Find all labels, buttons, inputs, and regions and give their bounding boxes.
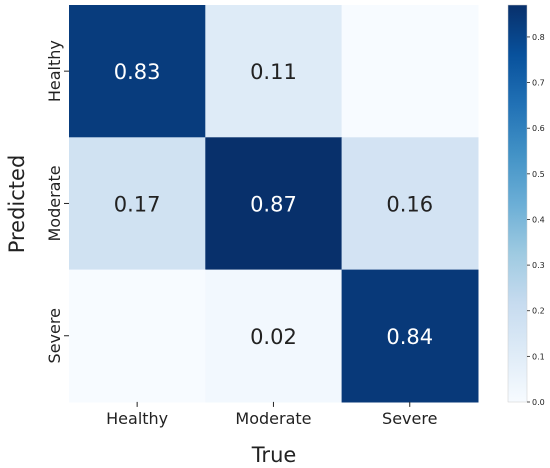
heatmap-cell-r1-c1 [205,137,343,271]
heatmap-cell-r1-c2 [341,137,479,271]
cell-value-label-r2-c1: 0.02 [250,325,297,349]
heatmap-cells [69,5,479,403]
x-tick-label-2: Severe [382,409,437,428]
cell-value-labels: 0.83 0.11 0.17 0.87 0.16 0.02 0.84 [114,60,433,349]
colorbar-tick-label-2: 0.2 [532,307,545,316]
colorbar-tick-label-8: 0.8 [532,33,545,42]
cell-value-label-r2-c2: 0.84 [386,325,433,349]
x-axis-label: True [251,443,297,467]
heatmap-cell-r1-c0 [69,137,206,271]
heatmap-cell-r2-c2 [341,269,479,403]
colorbar-tick-label-1: 0.1 [532,352,545,361]
x-tick-label-1: Moderate [235,409,311,428]
colorbar-tick-label-4: 0.4 [532,215,545,224]
y-axis-label: Predicted [5,155,29,254]
colorbar-tick-label-0: 0.0 [532,398,545,407]
colorbar-ticks: 0.0 0.1 0.2 0.3 0.4 0.5 0.6 0.7 0.8 [527,33,545,407]
heatmap-cell-r0-c1 [205,5,343,138]
y-tick-labels: Healthy Moderate Severe [45,40,69,363]
heatmap-cell-r0-c2 [341,5,479,138]
x-tick-label-0: Healthy [106,409,168,428]
x-tick-labels: Healthy Moderate Severe [106,401,437,428]
heatmap-cell-r2-c1 [205,269,343,403]
cell-value-label-r1-c2: 0.16 [386,192,433,216]
colorbar-tick-label-3: 0.3 [532,261,545,270]
cell-value-label-r1-c1: 0.87 [250,192,297,216]
cell-value-label-r1-c0: 0.17 [114,192,161,216]
colorbar [507,4,528,403]
colorbar-tick-label-5: 0.5 [532,170,545,179]
heatmap-cell-r0-c0 [69,5,206,138]
colorbar-tick-label-7: 0.7 [532,79,545,88]
y-tick-label-1: Moderate [45,165,64,241]
cell-value-label-r0-c0: 0.83 [114,60,161,84]
y-tick-label-0: Healthy [45,40,64,102]
cell-value-label-r0-c1: 0.11 [250,60,297,84]
y-tick-label-2: Severe [45,308,64,363]
heatmap-cell-r2-c0 [69,269,206,403]
colorbar-tick-label-6: 0.6 [532,124,545,133]
